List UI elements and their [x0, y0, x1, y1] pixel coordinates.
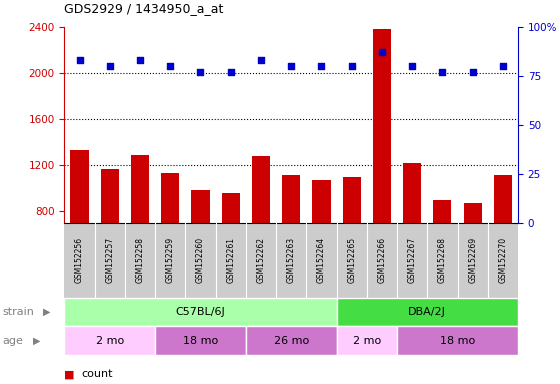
Point — [136, 57, 144, 63]
Text: GSM152257: GSM152257 — [105, 237, 114, 283]
Text: age: age — [3, 336, 24, 346]
Point — [166, 63, 175, 69]
Text: 26 mo: 26 mo — [274, 336, 309, 346]
Text: GSM152265: GSM152265 — [347, 237, 356, 283]
Text: C57BL/6J: C57BL/6J — [176, 307, 225, 317]
Point — [408, 63, 417, 69]
Text: GSM152261: GSM152261 — [226, 237, 235, 283]
Bar — [192, 190, 209, 303]
Text: strain: strain — [3, 307, 35, 317]
Bar — [161, 173, 179, 303]
Text: ▶: ▶ — [43, 307, 50, 317]
Text: GSM152260: GSM152260 — [196, 237, 205, 283]
Text: GSM152259: GSM152259 — [166, 237, 175, 283]
Point — [226, 69, 235, 75]
Point — [256, 57, 265, 63]
Text: GSM152270: GSM152270 — [498, 237, 507, 283]
Bar — [71, 150, 88, 303]
Bar — [312, 180, 330, 303]
Text: GSM152262: GSM152262 — [256, 237, 265, 283]
Text: DBA/2J: DBA/2J — [408, 307, 446, 317]
Text: GSM152264: GSM152264 — [317, 237, 326, 283]
Bar — [101, 169, 119, 303]
Text: GSM152267: GSM152267 — [408, 237, 417, 283]
Point — [196, 69, 205, 75]
Point — [468, 69, 477, 75]
Bar — [343, 177, 361, 303]
Point — [347, 63, 356, 69]
Point — [75, 57, 84, 63]
Bar — [464, 203, 482, 303]
Bar — [131, 155, 149, 303]
Point — [287, 63, 296, 69]
Text: ▶: ▶ — [32, 336, 40, 346]
Point — [498, 63, 507, 69]
Text: count: count — [81, 369, 113, 379]
Text: GDS2929 / 1434950_a_at: GDS2929 / 1434950_a_at — [64, 2, 224, 15]
Text: GSM152269: GSM152269 — [468, 237, 477, 283]
Point — [105, 63, 114, 69]
Bar — [252, 156, 270, 303]
Text: GSM152256: GSM152256 — [75, 237, 84, 283]
Bar — [494, 175, 512, 303]
Text: GSM152258: GSM152258 — [136, 237, 144, 283]
Bar — [222, 193, 240, 303]
Text: 18 mo: 18 mo — [440, 336, 475, 346]
Text: 2 mo: 2 mo — [96, 336, 124, 346]
Text: ■: ■ — [64, 369, 75, 379]
Point — [377, 49, 386, 55]
Bar — [282, 175, 300, 303]
Bar — [433, 200, 451, 303]
Text: 2 mo: 2 mo — [353, 336, 381, 346]
Bar — [403, 164, 421, 303]
Point — [438, 69, 447, 75]
Text: GSM152268: GSM152268 — [438, 237, 447, 283]
Text: GSM152266: GSM152266 — [377, 237, 386, 283]
Point — [317, 63, 326, 69]
Text: 18 mo: 18 mo — [183, 336, 218, 346]
Text: GSM152263: GSM152263 — [287, 237, 296, 283]
Bar — [373, 29, 391, 303]
